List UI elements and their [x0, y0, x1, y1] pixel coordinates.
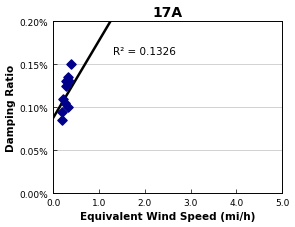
Point [60, 110, 65, 114]
Title: 17A: 17A [153, 5, 183, 20]
Point [65, 106, 70, 110]
Point [64, 84, 68, 88]
X-axis label: Equivalent Wind Speed (mi/h): Equivalent Wind Speed (mi/h) [80, 212, 255, 222]
Point [59, 119, 64, 123]
Text: R² = 0.1326: R² = 0.1326 [113, 47, 176, 57]
Point [67, 80, 72, 84]
Point [63, 102, 67, 105]
Point [66, 76, 71, 80]
Point [65, 80, 69, 84]
Y-axis label: Damping Ratio: Damping Ratio [6, 64, 16, 151]
Point [61, 97, 66, 101]
Point [63, 80, 68, 84]
Point [68, 63, 73, 67]
